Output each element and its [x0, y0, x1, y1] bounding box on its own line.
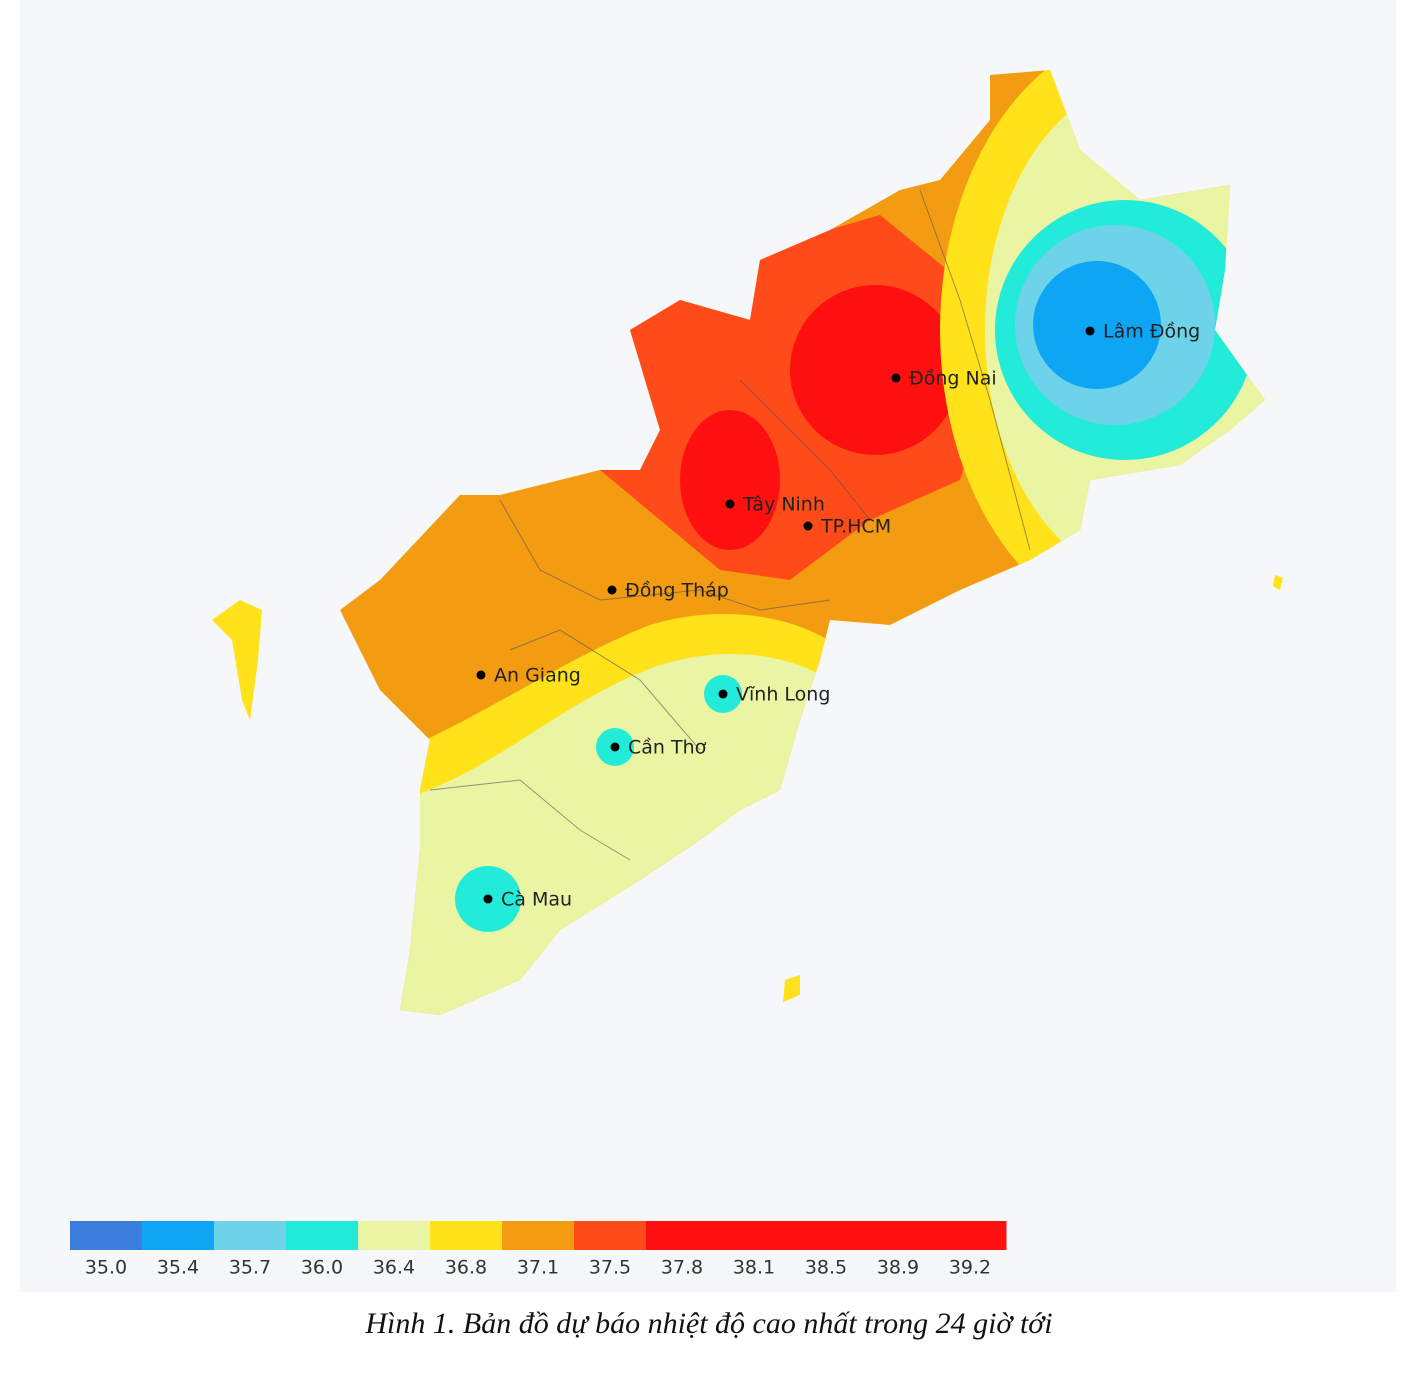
place-label: Đồng Nai [909, 368, 997, 390]
place-dot [718, 689, 728, 699]
island [212, 600, 262, 720]
legend-swatch [502, 1221, 575, 1250]
place-dot [1085, 326, 1095, 336]
legend-label: 37.8 [661, 1257, 703, 1279]
place-dot [725, 499, 735, 509]
place-label: Cần Thơ [628, 737, 707, 759]
legend-label: 37.5 [589, 1257, 631, 1279]
legend-label: 38.5 [805, 1257, 847, 1279]
legend-swatch [70, 1221, 143, 1250]
place-label: Vĩnh Long [736, 684, 830, 706]
island [1273, 575, 1283, 590]
legend-swatch [214, 1221, 287, 1250]
legend-label: 36.0 [301, 1257, 343, 1279]
legend-label: 35.0 [85, 1257, 127, 1279]
province-borders [429, 189, 1031, 861]
place-dot [803, 521, 813, 531]
place-label: Đồng Tháp [625, 580, 729, 602]
caption: Hình 1. Bản đồ dự báo nhiệt độ cao nhất … [364, 1307, 1052, 1340]
island [783, 975, 800, 1002]
place-dot [610, 742, 620, 752]
place-label: Cà Mau [501, 889, 572, 911]
legend-swatch [934, 1221, 1007, 1250]
legend-label: 39.2 [949, 1257, 991, 1279]
legend-swatch [862, 1221, 935, 1250]
place-dot [891, 373, 901, 383]
place-label: Lâm Đồng [1103, 321, 1200, 343]
legend-swatch [574, 1221, 647, 1250]
legend-swatch [142, 1221, 215, 1250]
place-dot [476, 670, 486, 680]
legend-label: 38.9 [877, 1257, 919, 1279]
legend-label: 36.8 [445, 1257, 487, 1279]
legend-swatch [286, 1221, 359, 1250]
legend-swatch [358, 1221, 431, 1250]
zone-37-8 [680, 410, 780, 550]
legend-swatch [790, 1221, 863, 1250]
zone-35-4 [1033, 261, 1161, 389]
legend-swatch [430, 1221, 503, 1250]
place-label: An Giang [494, 665, 581, 687]
place-dot [483, 894, 493, 904]
place-label: TP.HCM [820, 516, 891, 538]
legend-label: 35.7 [229, 1257, 271, 1279]
legend-label: 36.4 [373, 1257, 415, 1279]
legend-label: 37.1 [517, 1257, 559, 1279]
legend-label: 38.1 [733, 1257, 775, 1279]
place-label: Tây Ninh [742, 494, 825, 516]
legend-swatch [646, 1221, 719, 1250]
zone-37-8 [790, 285, 960, 455]
legend: 35.0 35.4 35.7 36.0 36.4 36.8 37.1 37.5 37.8 38.1… [70, 1221, 1007, 1279]
legend-label: 35.4 [157, 1257, 199, 1279]
place-dot [607, 585, 617, 595]
legend-swatch [718, 1221, 791, 1250]
